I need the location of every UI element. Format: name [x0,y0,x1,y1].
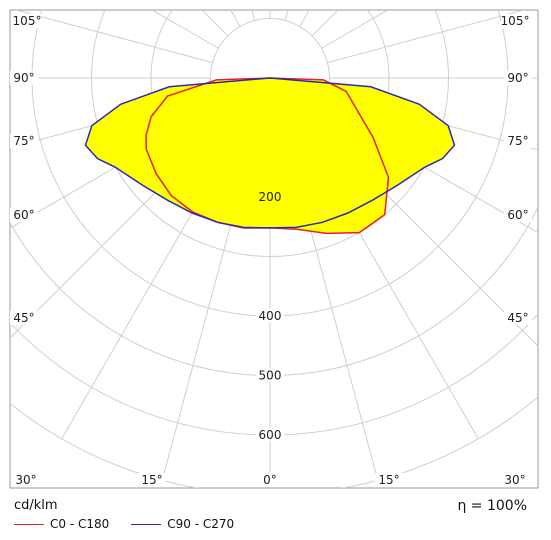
angle-label: 90° [13,71,34,85]
angle-label: 15° [378,473,399,487]
radial-tick-label: 500 [259,369,282,383]
angle-label: 30° [15,473,36,487]
radial-tick-bg [256,189,284,203]
radial-tick-label: 200 [259,190,282,204]
angle-label-bg [10,71,38,85]
angle-label: 45° [13,311,34,325]
angle-label: 30° [504,473,525,487]
series-c90-c270-line [84,77,456,229]
angle-label-bg [504,208,532,222]
legend-item-c0: C0 - C180 [14,517,109,531]
curve-fill [85,78,455,228]
legend-swatch-c90 [131,523,162,525]
angle-label: 90° [507,71,528,85]
radial-tick-bg [256,308,284,322]
angle-label: 60° [507,208,528,222]
curves [84,77,456,235]
angle-label-bg [501,473,529,487]
legend-label-c90: C90 - C270 [167,517,235,531]
axis-labels: 200 400 500 600 0° 15° 15° 30° 30° 45° 45° 60° 60° 75… [10,14,532,487]
angle-label-bg [256,473,284,487]
angle-label: 0° [263,473,277,487]
polar-plot: 200 400 500 600 0° 15° 15° 30° 30° 45° 45° 60° 60° 75… [9,9,539,489]
grid-spoke [327,10,526,64]
legend: C0 - C180 C90 - C270 [14,517,256,531]
grid-spoke [321,10,389,49]
angle-label-bg [504,134,532,148]
angle-label: 75° [507,134,528,148]
unit-label: cd/klm [14,498,58,513]
angle-label: 45° [507,311,528,325]
legend-swatch-c0 [14,523,44,525]
angle-label: 75° [13,134,34,148]
angle-label-bg [501,14,529,28]
angle-label-bg [13,14,41,28]
radial-tick-label: 400 [259,309,282,323]
angle-label: 60° [13,208,34,222]
angle-label-bg [10,208,38,222]
angle-label: 105° [13,14,42,28]
angle-label-bg [375,473,403,487]
legend-label-c0: C0 - C180 [50,517,110,531]
radial-tick-bg [256,427,284,441]
angle-label: 105° [501,14,530,28]
angle-label-bg [504,311,532,325]
angle-label-bg [138,473,166,487]
legend-item-c90: C90 - C270 [131,517,234,531]
efficiency-label: η = 100% [457,498,527,514]
angle-label-bg [10,311,38,325]
radial-tick-bg [256,367,284,382]
angle-label-bg [10,134,38,148]
radial-tick-label: 600 [259,428,282,442]
grid-spoke [151,10,219,49]
chart-footer: cd/klm η = 100% C0 - C180 C90 - C270 [0,496,551,540]
angle-label-bg [504,71,532,85]
angle-label: 15° [141,473,162,487]
angle-label-bg [12,473,40,487]
